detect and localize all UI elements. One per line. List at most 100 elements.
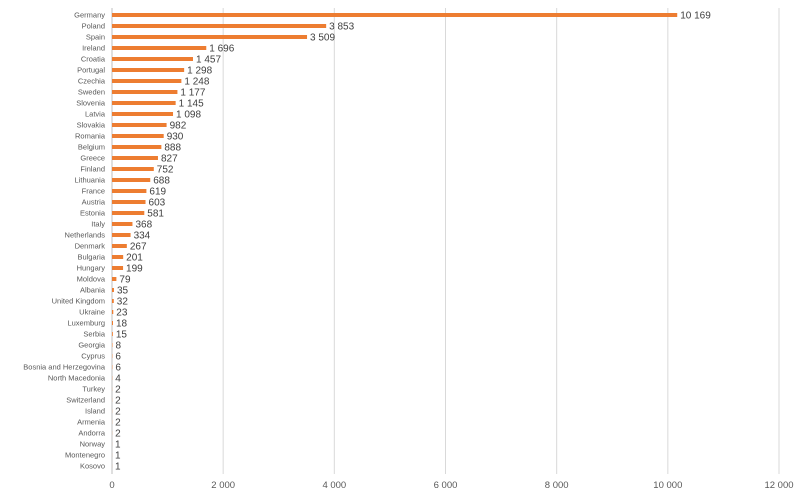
bar (112, 134, 164, 138)
bar (112, 178, 151, 182)
category-label: Slovenia (76, 99, 106, 108)
x-tick-label: 12 000 (764, 480, 793, 491)
bar (112, 68, 185, 72)
data-label: 10 169 (680, 11, 711, 22)
category-label: United Kingdom (52, 297, 105, 306)
category-label: Norway (80, 440, 106, 449)
x-axis-tick-labels: 0 2 000 4 000 6 000 8 000 10 000 12 000 (109, 480, 793, 491)
category-label: Croatia (81, 55, 106, 64)
category-label: Bosnia and Herzegovina (23, 363, 106, 372)
data-label: 4 (115, 374, 121, 385)
data-label: 1 298 (187, 66, 212, 77)
bar (112, 79, 182, 83)
x-tick-label: 8 000 (545, 480, 569, 491)
bar (112, 13, 678, 17)
category-label: Luxemburg (67, 319, 105, 328)
bar (112, 145, 162, 149)
category-label: Kosovo (80, 462, 105, 471)
category-label: Armenia (77, 418, 106, 427)
category-label: Romania (75, 132, 106, 141)
bar (112, 123, 167, 127)
data-label: 930 (167, 132, 184, 143)
data-label: 2 (115, 396, 121, 407)
x-tick-label: 0 (109, 480, 114, 491)
data-label: 752 (157, 165, 174, 176)
category-label: Estonia (80, 209, 106, 218)
category-label: Turkey (82, 385, 105, 394)
bar (112, 310, 114, 314)
data-label: 3 853 (329, 22, 354, 33)
data-label: 267 (130, 242, 147, 253)
data-label: 1 248 (184, 77, 209, 88)
bar (112, 112, 174, 116)
data-label: 201 (126, 253, 143, 264)
data-label: 2 (115, 407, 121, 418)
category-label: Cyprus (81, 352, 105, 361)
category-label: Ukraine (79, 308, 105, 317)
bar (112, 244, 127, 248)
data-label: 8 (115, 341, 121, 352)
category-label: Belgium (78, 143, 105, 152)
bar (112, 90, 178, 94)
data-label: 1 (115, 440, 121, 451)
bar (112, 189, 147, 193)
data-label: 1 098 (176, 110, 201, 121)
category-label: Andorra (78, 429, 106, 438)
bar (112, 156, 158, 160)
bar (112, 24, 327, 28)
category-label: Moldova (77, 275, 106, 284)
data-label: 368 (135, 220, 152, 231)
category-label: Latvia (85, 110, 106, 119)
bar (112, 299, 114, 303)
category-label: Germany (74, 11, 105, 20)
data-label: 827 (161, 154, 178, 165)
category-label: Austria (82, 198, 106, 207)
category-label: Switzerland (66, 396, 105, 405)
data-label: 982 (170, 121, 187, 132)
category-label: Slovakia (77, 121, 106, 130)
data-label: 1 (115, 462, 121, 473)
category-label: Sweden (78, 88, 105, 97)
category-label: Finland (80, 165, 105, 174)
category-label: Bulgaria (77, 253, 105, 262)
gridlines (111, 8, 780, 474)
data-label: 6 (115, 363, 121, 374)
data-label: 1 177 (180, 88, 205, 99)
x-tick-label: 10 000 (653, 480, 682, 491)
data-label: 603 (149, 198, 166, 209)
data-label: 1 145 (179, 99, 204, 110)
category-label: Portugal (77, 66, 105, 75)
data-label: 2 (115, 429, 121, 440)
category-label: Spain (86, 33, 105, 42)
x-tick-label: 4 000 (322, 480, 346, 491)
bars (112, 13, 678, 468)
category-labels: Germany Poland Spain Ireland Croatia Portugal… (23, 11, 106, 471)
data-label: 2 (115, 418, 121, 429)
bar (112, 35, 308, 39)
data-label: 688 (153, 176, 170, 187)
bar (112, 167, 154, 171)
bar (112, 222, 133, 226)
bar (112, 233, 131, 237)
bar (112, 255, 124, 259)
data-label: 1 (115, 451, 121, 462)
data-label: 79 (119, 275, 131, 286)
bar (112, 57, 193, 61)
data-label: 3 509 (310, 33, 335, 44)
category-label: Greece (80, 154, 105, 163)
bar (112, 321, 114, 325)
x-tick-label: 6 000 (434, 480, 458, 491)
category-label: France (82, 187, 105, 196)
data-label: 18 (116, 319, 128, 330)
category-label: Poland (82, 22, 105, 31)
bar (112, 200, 146, 204)
data-label: 23 (116, 308, 128, 319)
data-label: 334 (134, 231, 151, 242)
category-label: Hungary (77, 264, 106, 273)
data-label: 1 457 (196, 55, 221, 66)
data-label: 2 (115, 385, 121, 396)
bar (112, 211, 145, 215)
category-label: Montenegro (65, 451, 105, 460)
